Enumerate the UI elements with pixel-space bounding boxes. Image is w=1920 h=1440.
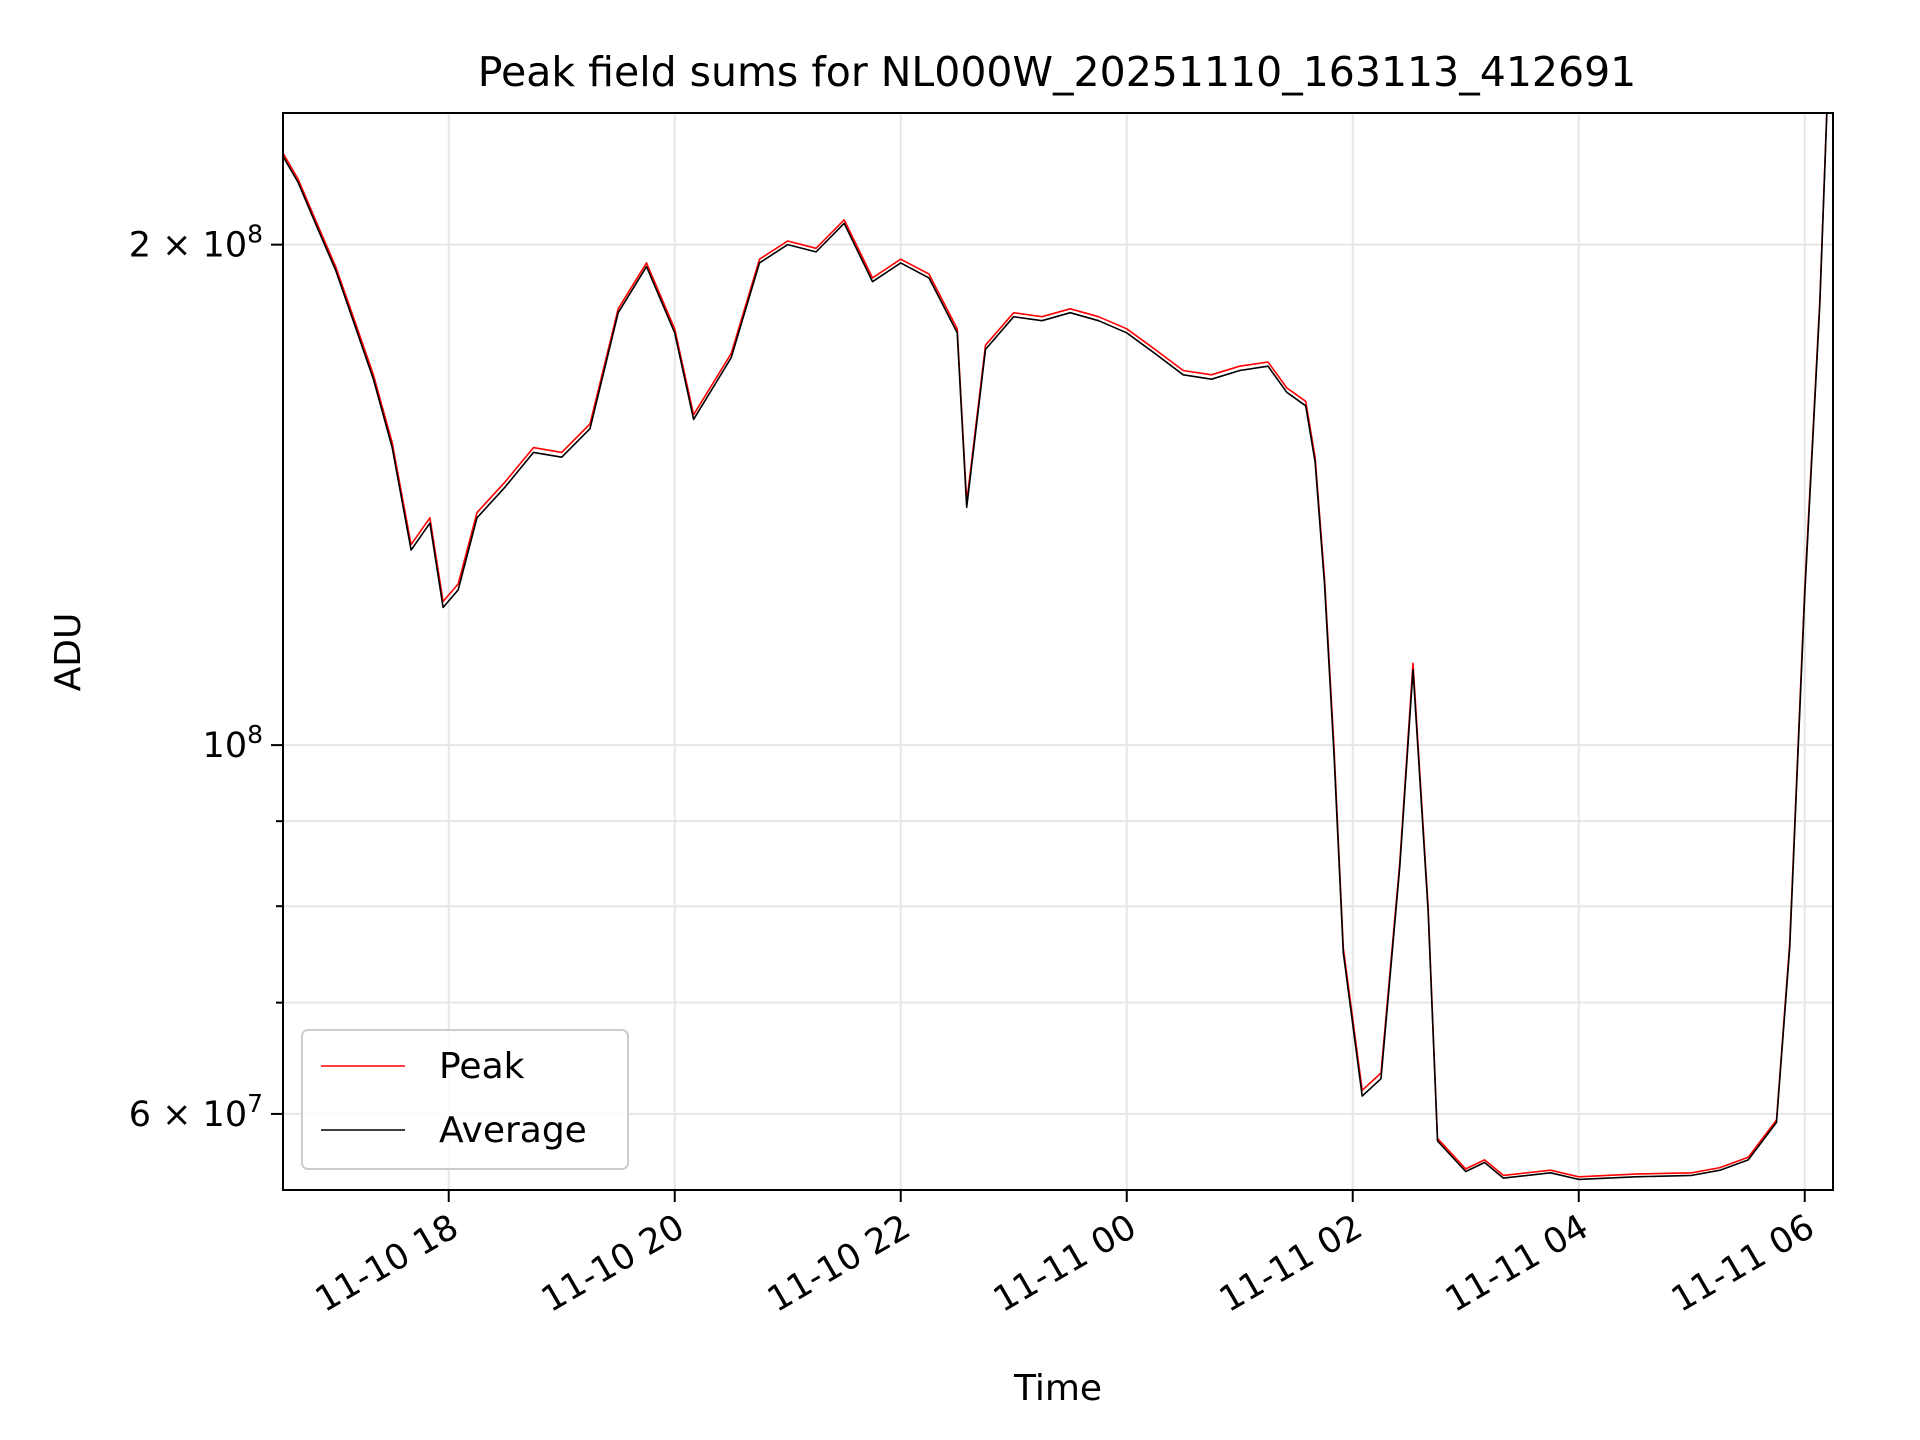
chart-title: Peak field sums for NL000W_20251110_1631… (478, 48, 1637, 96)
series-line-peak (283, 113, 1828, 1178)
x-tick-label: 11-11 02 (1213, 1207, 1369, 1320)
y-axis-ticks: 6 × 107 108 2 × 108 (129, 220, 283, 1135)
x-tick-label: 11-10 20 (535, 1207, 691, 1320)
plot-lines (283, 113, 1828, 1181)
x-axis-ticks: 11-10 18 11-10 20 11-10 22 11-11 00 11-11 02… (309, 1190, 1821, 1320)
plot-frame (282, 112, 1834, 1191)
y-tick-label: 2 × 108 (129, 220, 263, 266)
y-tick-label: 108 (203, 720, 263, 766)
x-tick-label: 11-11 04 (1439, 1207, 1595, 1320)
series-line-average (283, 113, 1828, 1181)
grid (283, 113, 1833, 1190)
x-tick-label: 11-11 00 (987, 1207, 1143, 1320)
legend: Peak Average (301, 1029, 629, 1170)
y-axis-label: ADU (48, 613, 89, 692)
legend-peak-label: Peak (439, 1046, 525, 1087)
legend-box (301, 1029, 629, 1170)
legend-average-label: Average (439, 1110, 587, 1151)
x-tick-label: 11-10 22 (761, 1207, 917, 1320)
x-axis-label: Time (1013, 1368, 1102, 1409)
x-tick-label: 11-10 18 (309, 1207, 465, 1320)
y-tick-label: 6 × 107 (129, 1089, 263, 1135)
x-tick-label: 11-11 06 (1665, 1207, 1821, 1320)
